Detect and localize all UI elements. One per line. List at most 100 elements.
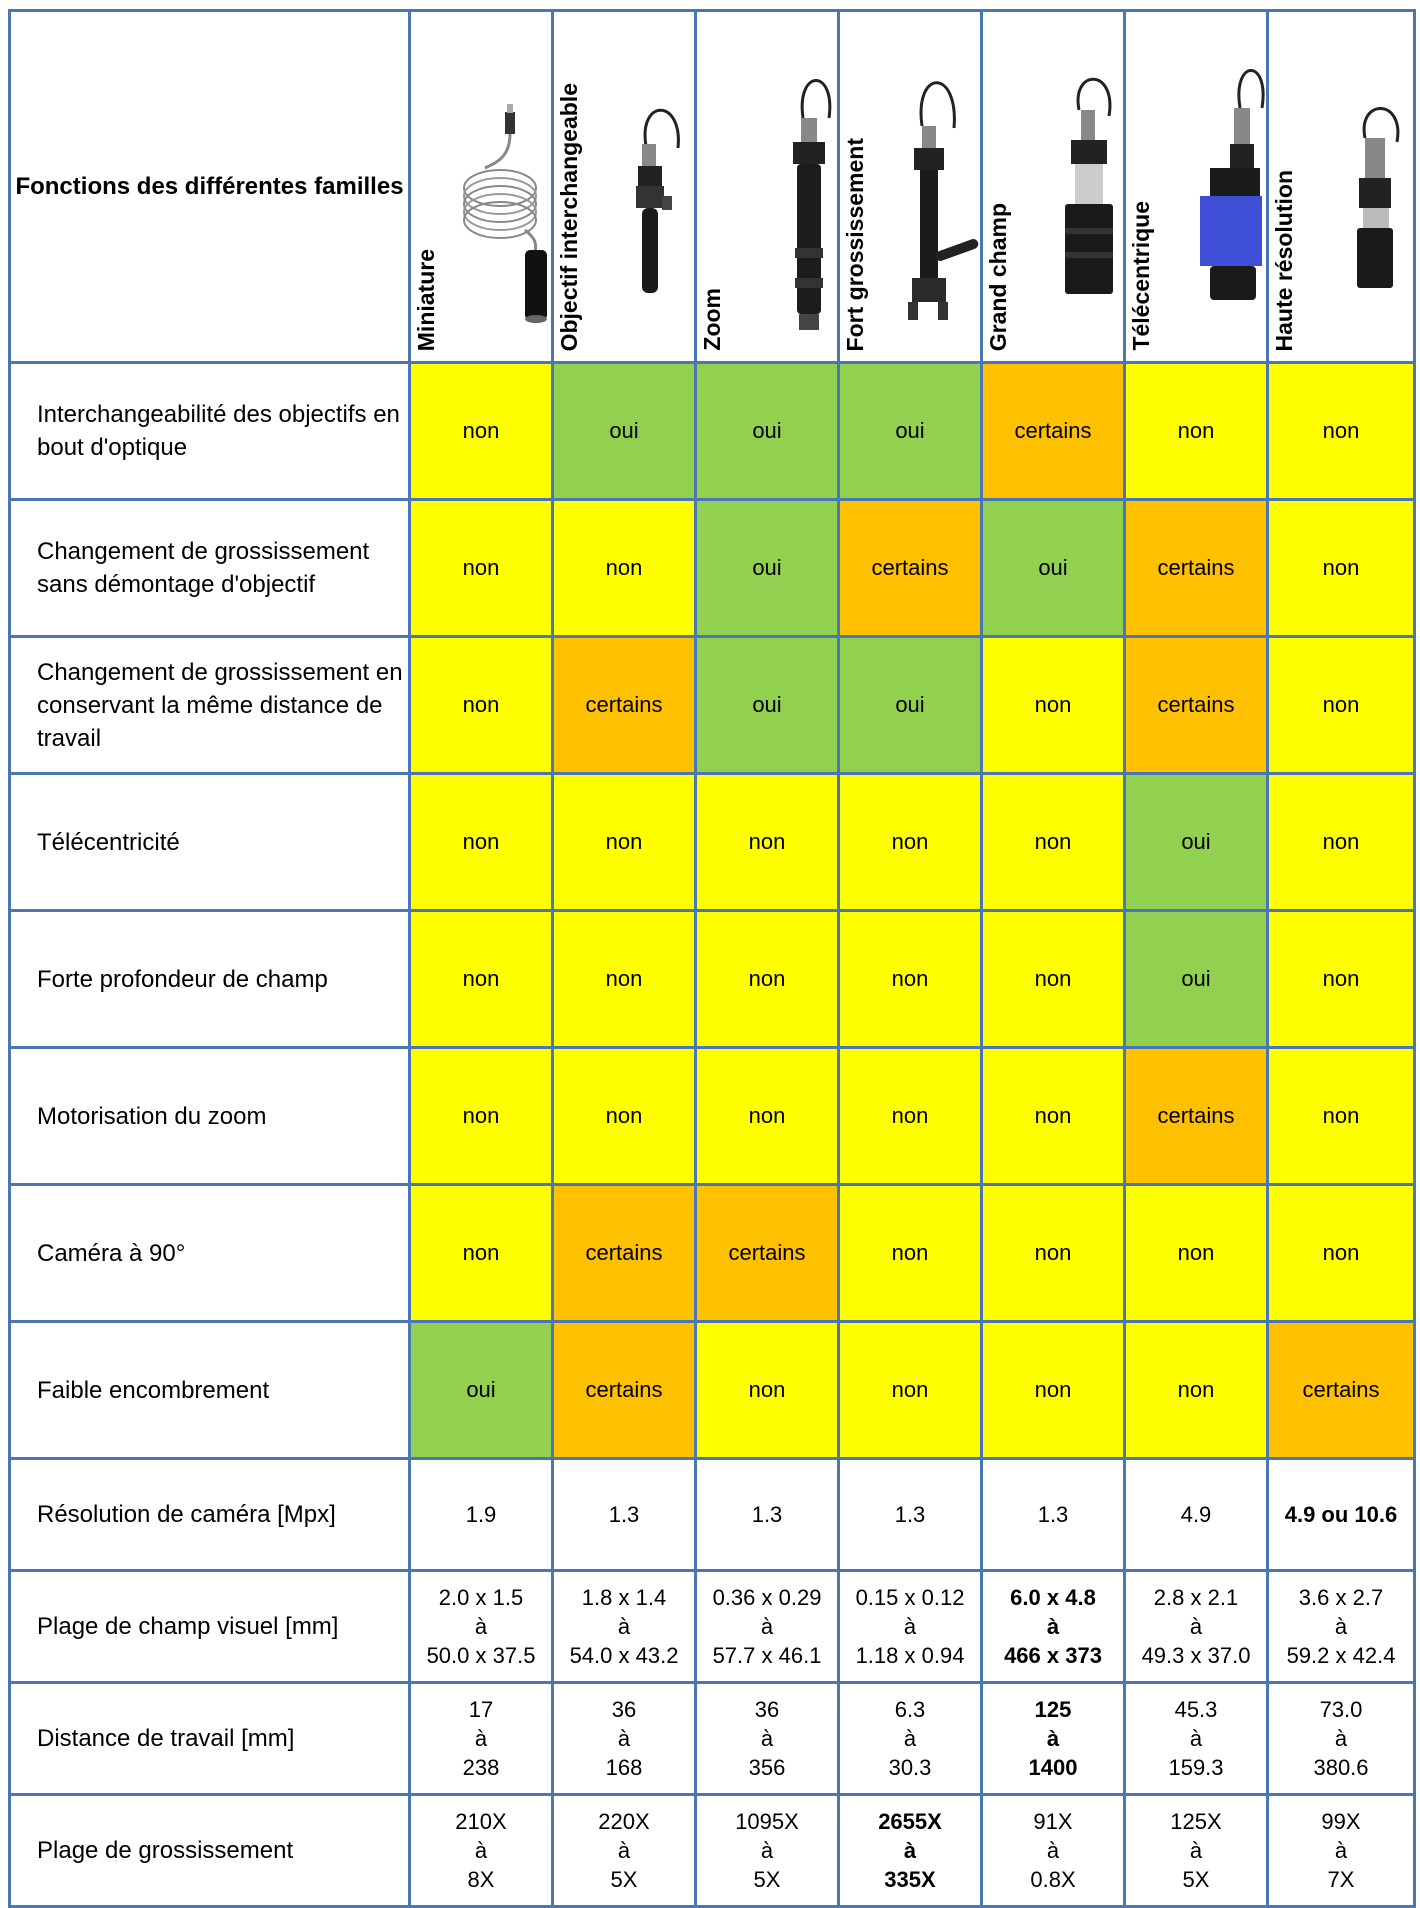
spec-cell: 1.8 x 1.4 à 54.0 x 43.2 [551, 1569, 697, 1684]
value-cell: non [1266, 635, 1416, 775]
value-cell: non [980, 635, 1126, 775]
row-label: Plage de grossissement [8, 1793, 411, 1908]
spec-line: 5X [1182, 1867, 1210, 1892]
comparison-table: Fonctions des différentes familles Minia… [8, 9, 1416, 1908]
spec-cell: 6.0 x 4.8 à 466 x 373 [980, 1569, 1126, 1684]
spec-line: 57.7 x 46.1 [712, 1643, 822, 1668]
value-cell: non [408, 1046, 554, 1186]
spec-line: 238 [462, 1755, 500, 1780]
spec-cell: 73.0 à 380.6 [1266, 1681, 1416, 1796]
feature-row-camera-a-90: Caméra à 90° non certains certains non non non… [8, 1183, 1416, 1323]
spec-line: 356 [748, 1755, 786, 1780]
value-cell: certains [837, 498, 983, 638]
row-label: Caméra à 90° [8, 1183, 411, 1323]
spec-line: à [1189, 1838, 1203, 1863]
spec-line: 8X [467, 1867, 495, 1892]
interchangeable-lens-camera-icon [636, 108, 680, 293]
spec-line: 30.3 [888, 1755, 932, 1780]
spec-cell: 36 à 356 [694, 1681, 840, 1796]
value-cell: non [408, 361, 554, 501]
spec-cell: 0.36 x 0.29 à 57.7 x 46.1 [694, 1569, 840, 1684]
spec-line: 7X [1327, 1867, 1355, 1892]
value-cell: non [1266, 1183, 1416, 1323]
value-cell: non [980, 1183, 1126, 1323]
value-cell: certains [551, 635, 697, 775]
spec-line: 54.0 x 43.2 [569, 1643, 679, 1668]
spec-line: 1.8 x 1.4 [581, 1585, 667, 1610]
spec-cell: 1.9 [408, 1457, 554, 1572]
value-cell: oui [694, 361, 840, 501]
spec-cell: 4.9 ou 10.6 [1266, 1457, 1416, 1572]
column-label: Zoom [699, 288, 725, 351]
spec-line: 73.0 [1319, 1697, 1363, 1722]
value-cell: oui [837, 635, 983, 775]
row-label: Motorisation du zoom [8, 1046, 411, 1186]
spec-line: 1.18 x 0.94 [855, 1643, 965, 1668]
telecentric-lens-icon [1200, 69, 1265, 300]
feature-row-changement-de-grossissement-sans-demontage-d-objectif: Changement de grossissement sans démonta… [8, 498, 1416, 638]
value-cell: oui [551, 361, 697, 501]
spec-line: à [617, 1838, 631, 1863]
spec-line: 1400 [1028, 1755, 1078, 1780]
column-label: Haute résolution [1271, 169, 1297, 351]
feature-row-faible-encombrement: Faible encombrement oui certains non non non n… [8, 1320, 1416, 1460]
value-cell: non [694, 1320, 840, 1460]
row-label: Plage de champ visuel [mm] [8, 1569, 411, 1684]
spec-line: 220X [598, 1809, 650, 1834]
spec-line: 168 [605, 1755, 643, 1780]
table-corner-title: Fonctions des différentes familles [8, 9, 411, 364]
spec-line: à [474, 1726, 488, 1751]
spec-cell: 3.6 x 2.7 à 59.2 x 42.4 [1266, 1569, 1416, 1684]
spec-line: 0.8X [1030, 1867, 1076, 1892]
value-cell: non [837, 1183, 983, 1323]
spec-line: à [903, 1614, 917, 1639]
spec-cell: 125 à 1400 [980, 1681, 1126, 1796]
spec-cell: 0.15 x 0.12 à 1.18 x 0.94 [837, 1569, 983, 1684]
value-cell: oui [1123, 909, 1269, 1049]
spec-line: 1.3 [1037, 1502, 1069, 1527]
value-cell: certains [551, 1320, 697, 1460]
spec-line: à [617, 1726, 631, 1751]
value-cell: oui [408, 1320, 554, 1460]
spec-row-plage-de-champ-visuel-mm: Plage de champ visuel [mm] 2.0 x 1.5 à 50.0… [8, 1569, 1416, 1684]
spec-line: 380.6 [1313, 1755, 1369, 1780]
column-label: Grand champ [985, 202, 1011, 351]
spec-line: 45.3 [1174, 1697, 1218, 1722]
spec-line: à [760, 1726, 774, 1751]
column-header-telecentrique: Télécentrique [1123, 9, 1269, 364]
spec-cell: 36 à 168 [551, 1681, 697, 1796]
value-cell: non [408, 635, 554, 775]
spec-line: 2655X [878, 1809, 942, 1834]
spec-line: à [903, 1726, 917, 1751]
value-cell: non [551, 909, 697, 1049]
spec-line: à [760, 1614, 774, 1639]
spec-line: à [617, 1614, 631, 1639]
spec-cell: 45.3 à 159.3 [1123, 1681, 1269, 1796]
value-cell: non [837, 772, 983, 912]
spec-cell: 1.3 [837, 1457, 983, 1572]
value-cell: non [694, 772, 840, 912]
spec-line: à [1046, 1838, 1060, 1863]
column-header-objectif-interchangeable: Objectif interchangeable [551, 9, 697, 364]
spec-line: 125 [1034, 1697, 1072, 1722]
spec-line: 2.8 x 2.1 [1153, 1585, 1239, 1610]
zoom-lens-camera-icon [793, 79, 832, 330]
value-cell: non [1123, 361, 1269, 501]
value-cell: non [837, 1046, 983, 1186]
spec-line: 125X [1170, 1809, 1222, 1834]
value-cell: certains [1266, 1320, 1416, 1460]
spec-cell: 6.3 à 30.3 [837, 1681, 983, 1796]
spec-cell: 1.3 [694, 1457, 840, 1572]
row-label: Distance de travail [mm] [8, 1681, 411, 1796]
spec-line: 36 [611, 1697, 637, 1722]
spec-line: à [1046, 1726, 1060, 1751]
value-cell: oui [694, 635, 840, 775]
spec-line: 1.3 [751, 1502, 783, 1527]
column-label: Télécentrique [1128, 201, 1154, 351]
value-cell: non [1266, 772, 1416, 912]
value-cell: non [1266, 361, 1416, 501]
spec-row-distance-de-travail-mm: Distance de travail [mm] 17 à 238 36 à 168 36 à 3… [8, 1681, 1416, 1796]
spec-line: 210X [455, 1809, 507, 1834]
row-label: Interchangeabilité des objectifs en bout… [8, 361, 411, 501]
spec-line: 59.2 x 42.4 [1286, 1643, 1396, 1668]
